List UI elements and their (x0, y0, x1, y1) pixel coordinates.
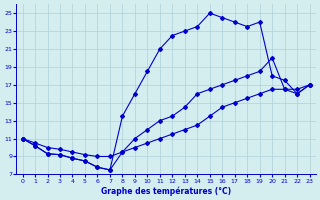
X-axis label: Graphe des températures (°C): Graphe des températures (°C) (101, 186, 231, 196)
